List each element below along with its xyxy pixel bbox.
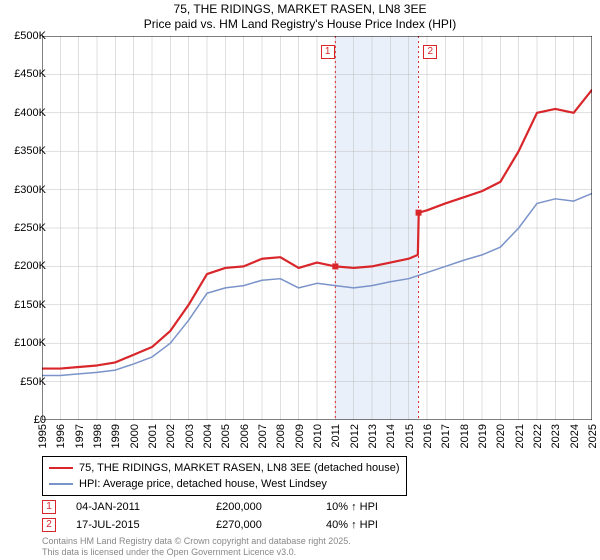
x-axis-label: 2008 bbox=[275, 424, 287, 448]
footer-attribution: Contains HM Land Registry data © Crown c… bbox=[42, 536, 351, 558]
x-axis-label: 1999 bbox=[110, 424, 122, 448]
x-axis-label: 2003 bbox=[184, 424, 196, 448]
x-axis-label: 2006 bbox=[239, 424, 251, 448]
y-axis-label: £100K bbox=[14, 337, 46, 349]
x-axis-label: 2004 bbox=[202, 424, 214, 448]
legend-swatch bbox=[49, 467, 73, 469]
title-block: 75, THE RIDINGS, MARKET RASEN, LN8 3EE P… bbox=[0, 0, 600, 32]
sale-point-price: £270,000 bbox=[216, 519, 326, 531]
y-axis-label: £500K bbox=[14, 30, 46, 42]
x-axis-label: 2020 bbox=[495, 424, 507, 448]
legend-row: HPI: Average price, detached house, West… bbox=[49, 476, 400, 492]
x-axis-label: 2010 bbox=[312, 424, 324, 448]
sale-point-price: £200,000 bbox=[216, 501, 326, 513]
sale-points-table: 1 04-JAN-2011£200,00010% ↑ HPI 2 17-JUL-201… bbox=[42, 498, 426, 534]
x-axis-label: 1996 bbox=[55, 424, 67, 448]
x-axis-label: 2025 bbox=[587, 424, 599, 448]
x-axis-label: 2022 bbox=[532, 424, 544, 448]
sale-point-delta: 40% ↑ HPI bbox=[326, 519, 426, 531]
x-axis-label: 1995 bbox=[37, 424, 49, 448]
x-axis-label: 2005 bbox=[220, 424, 232, 448]
legend-text: 75, THE RIDINGS, MARKET RASEN, LN8 3EE (… bbox=[79, 462, 400, 474]
sale-point-date: 17-JUL-2015 bbox=[76, 519, 216, 531]
x-axis-label: 2016 bbox=[422, 424, 434, 448]
sale-marker-label: 1 bbox=[321, 45, 335, 59]
sale-point-number: 2 bbox=[42, 518, 56, 532]
y-axis-label: £350K bbox=[14, 145, 46, 157]
y-axis-label: £450K bbox=[14, 68, 46, 80]
x-axis-label: 2000 bbox=[129, 424, 141, 448]
footer-line-1: Contains HM Land Registry data © Crown c… bbox=[42, 536, 351, 547]
sale-point-number: 1 bbox=[42, 500, 56, 514]
legend-text: HPI: Average price, detached house, West… bbox=[79, 478, 327, 490]
x-axis-label: 2018 bbox=[459, 424, 471, 448]
x-axis-label: 2014 bbox=[385, 424, 397, 448]
x-axis-label: 2024 bbox=[569, 424, 581, 448]
chart-plot-area bbox=[42, 36, 592, 420]
x-axis-label: 2012 bbox=[349, 424, 361, 448]
x-axis-label: 1998 bbox=[92, 424, 104, 448]
y-axis-label: £250K bbox=[14, 222, 46, 234]
x-axis-label: 2011 bbox=[330, 424, 342, 448]
x-axis-label: 2001 bbox=[147, 424, 159, 448]
title-line-1: 75, THE RIDINGS, MARKET RASEN, LN8 3EE bbox=[0, 2, 600, 17]
sale-point-row: 1 04-JAN-2011£200,00010% ↑ HPI bbox=[42, 498, 426, 516]
legend-swatch bbox=[49, 483, 73, 485]
x-axis-label: 2007 bbox=[257, 424, 269, 448]
x-axis-label: 1997 bbox=[74, 424, 86, 448]
x-axis-label: 2019 bbox=[477, 424, 489, 448]
y-axis-label: £50K bbox=[20, 376, 46, 388]
y-axis-label: £400K bbox=[14, 107, 46, 119]
sale-point-date: 04-JAN-2011 bbox=[76, 501, 216, 513]
sale-point-delta: 10% ↑ HPI bbox=[326, 501, 426, 513]
x-axis-label: 2009 bbox=[294, 424, 306, 448]
x-axis-label: 2021 bbox=[514, 424, 526, 448]
x-axis-label: 2017 bbox=[440, 424, 452, 448]
x-axis-label: 2002 bbox=[165, 424, 177, 448]
footer-line-2: This data is licensed under the Open Gov… bbox=[42, 547, 351, 558]
x-axis-label: 2015 bbox=[404, 424, 416, 448]
legend-row: 75, THE RIDINGS, MARKET RASEN, LN8 3EE (… bbox=[49, 460, 400, 476]
y-axis-label: £200K bbox=[14, 260, 46, 272]
title-line-2: Price paid vs. HM Land Registry's House … bbox=[0, 17, 600, 32]
chart-container: 75, THE RIDINGS, MARKET RASEN, LN8 3EE P… bbox=[0, 0, 600, 560]
legend: 75, THE RIDINGS, MARKET RASEN, LN8 3EE (… bbox=[42, 456, 407, 496]
x-axis-label: 2023 bbox=[550, 424, 562, 448]
sale-point-row: 2 17-JUL-2015£270,00040% ↑ HPI bbox=[42, 516, 426, 534]
y-axis-label: £150K bbox=[14, 299, 46, 311]
sale-marker-label: 2 bbox=[423, 45, 437, 59]
x-axis-label: 2013 bbox=[367, 424, 379, 448]
y-axis-label: £300K bbox=[14, 184, 46, 196]
